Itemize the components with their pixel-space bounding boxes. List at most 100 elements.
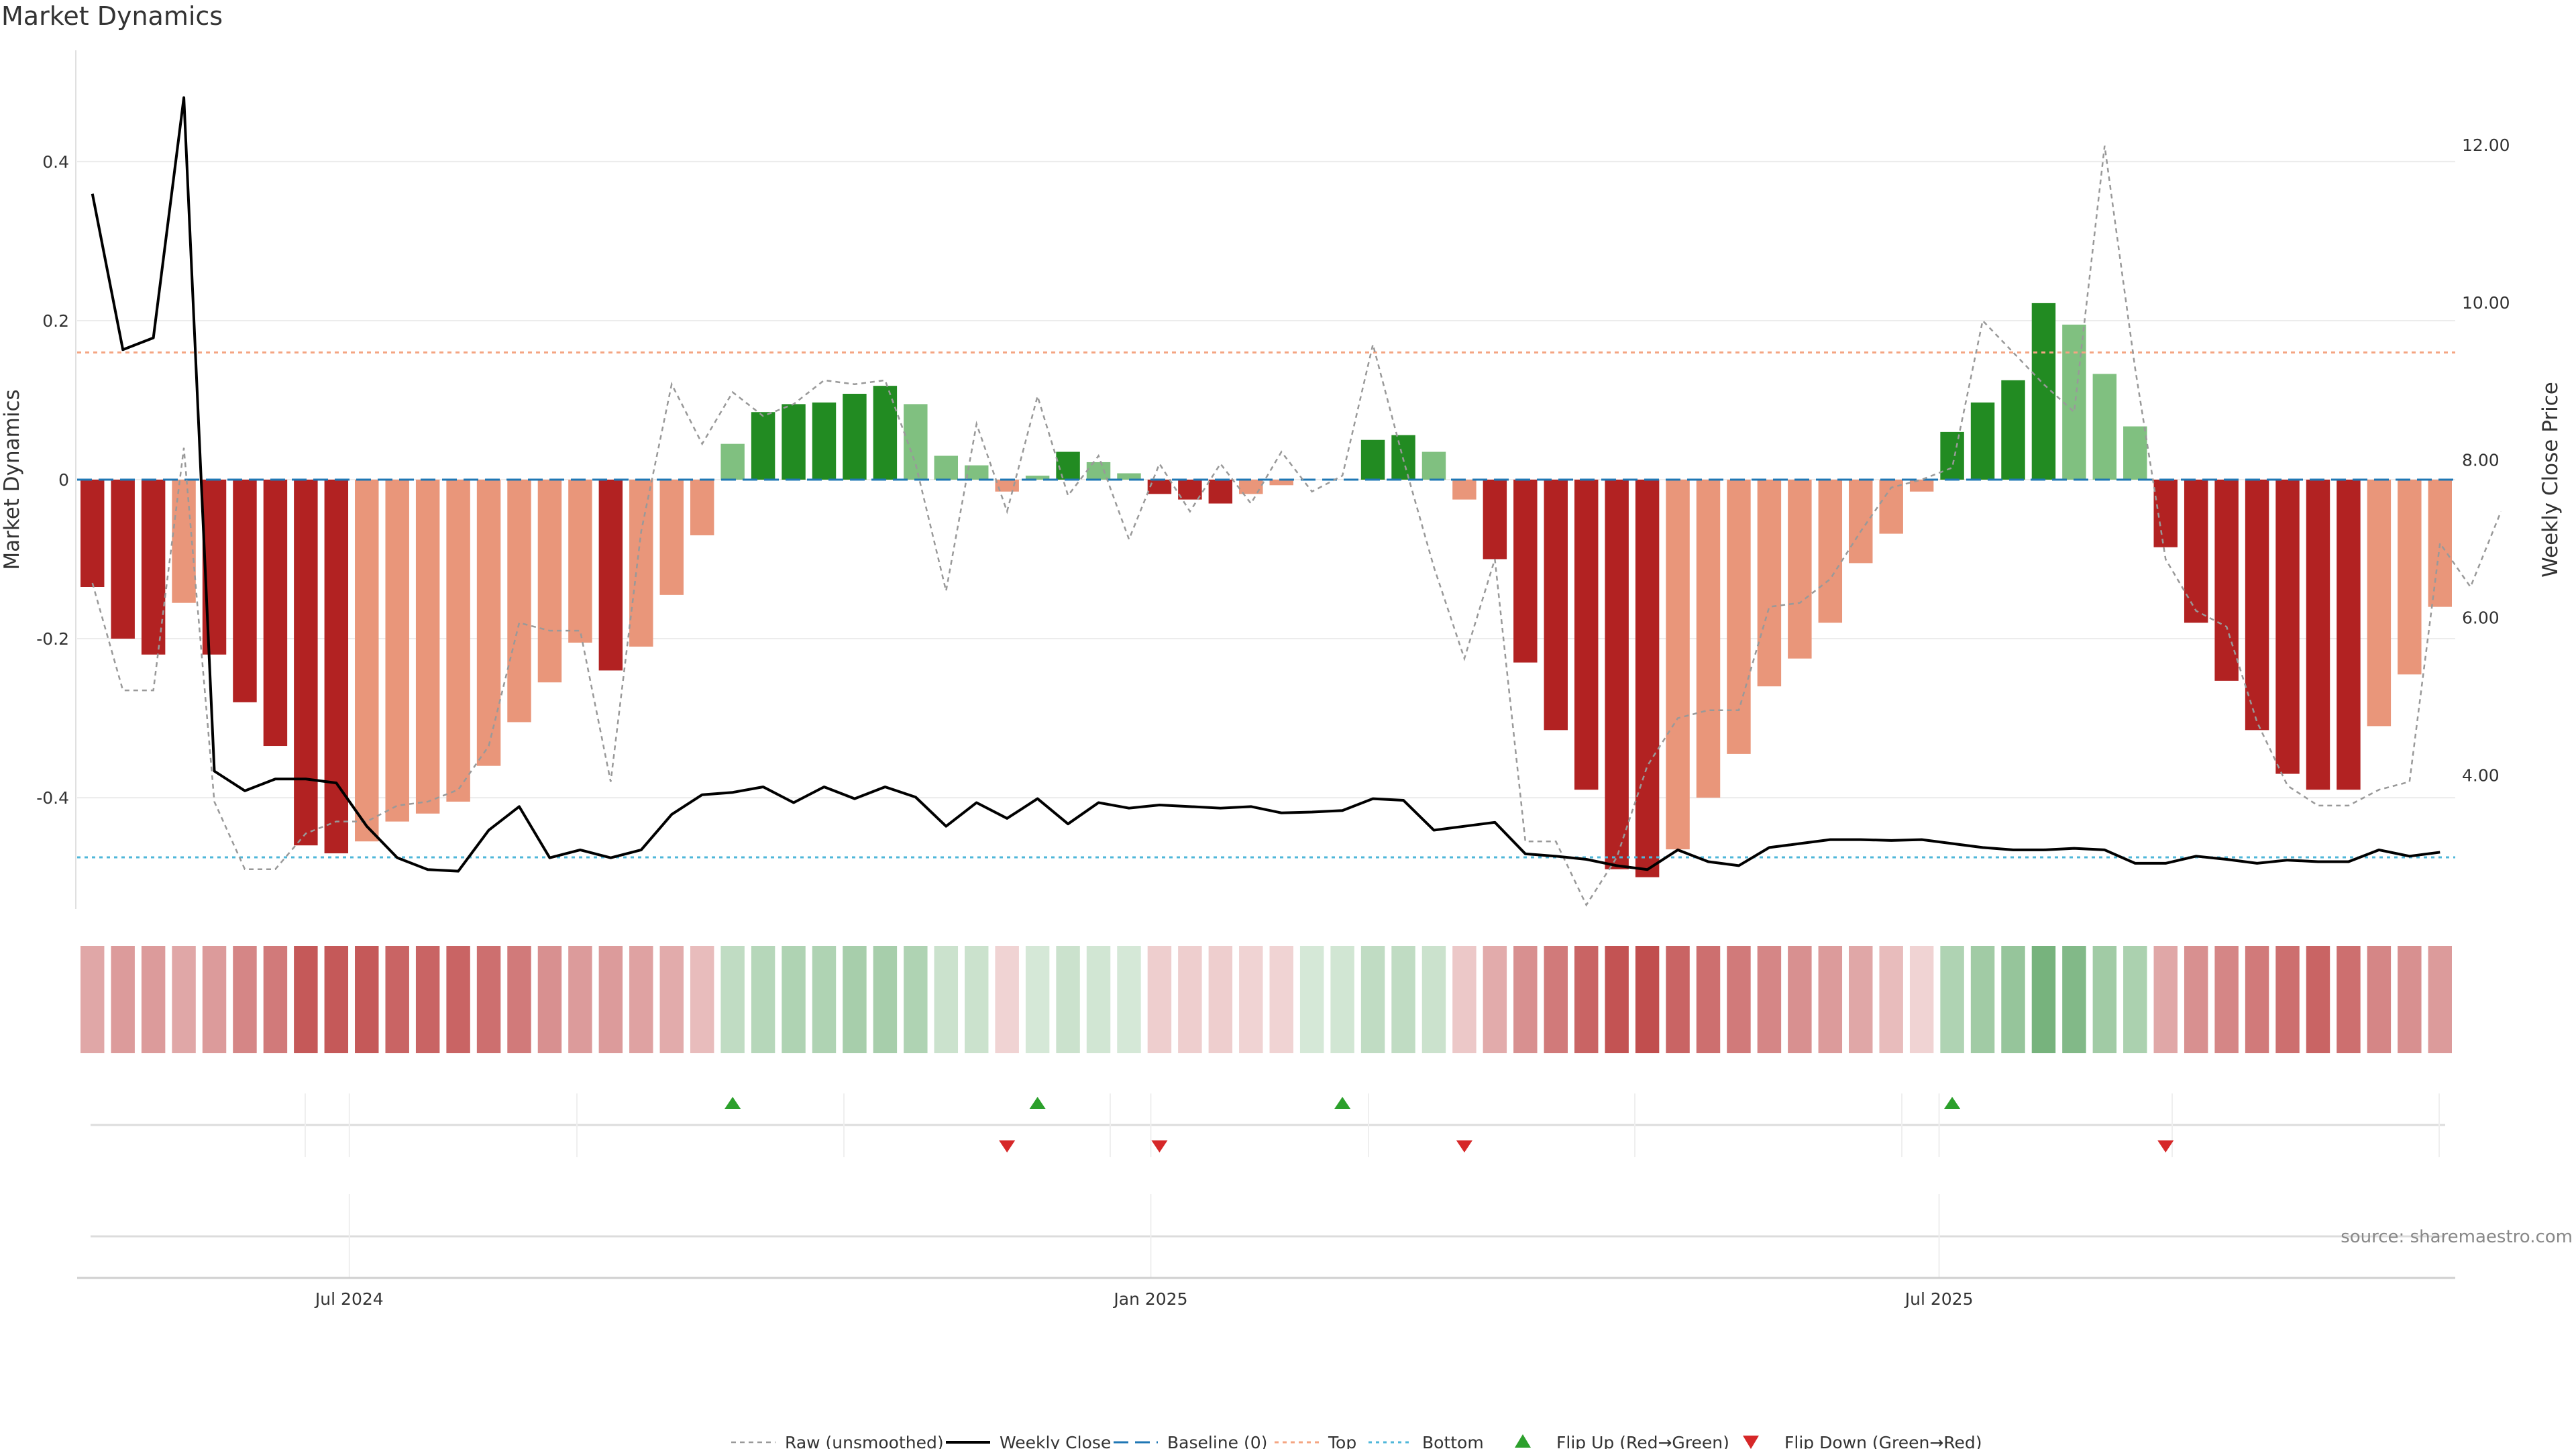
dynamics-bar: [1178, 480, 1202, 500]
dynamics-bar: [111, 480, 135, 639]
legend-label: Flip Up (Red→Green): [1556, 1433, 1729, 1449]
dynamics-bar: [1696, 480, 1721, 798]
dynamics-bar: [2153, 480, 2178, 547]
dynamics-bar: [324, 480, 349, 854]
dynamics-bar: [1635, 480, 1660, 877]
heat-strip-cell: [2245, 946, 2269, 1053]
dynamics-bar: [812, 402, 837, 480]
dynamics-bar: [1208, 480, 1233, 504]
dynamics-bar: [1574, 480, 1599, 790]
dynamics-bar: [263, 480, 288, 747]
dynamics-bar: [537, 480, 562, 683]
heat-strip-cell: [1513, 946, 1538, 1053]
dynamics-bar: [782, 404, 806, 480]
dynamics-bar: [629, 480, 653, 647]
flip-down-marker: [2157, 1140, 2174, 1152]
heat-strip-cell: [1483, 946, 1507, 1053]
dynamics-bar: [2062, 324, 2086, 480]
heat-strip-cell: [537, 946, 562, 1053]
dynamics-bar: [1849, 480, 1873, 564]
legend: Raw (unsmoothed) Weekly Close Baseline (0)…: [731, 1433, 1982, 1449]
legend-label: Flip Down (Green→Red): [1784, 1433, 1982, 1449]
heat-strip-cell: [2123, 946, 2147, 1053]
dynamics-bar: [659, 480, 684, 595]
dynamics-bar: [843, 394, 867, 480]
heat-strip-cell: [1970, 946, 1995, 1053]
heat-strip-cell: [80, 946, 105, 1053]
heat-strip-cell: [2092, 946, 2117, 1053]
dynamics-bar: [2428, 480, 2453, 607]
y-left-axis-title: Market Dynamics: [0, 389, 24, 570]
heat-strip-cell: [1940, 946, 1964, 1053]
dynamics-bar: [1666, 480, 1690, 850]
heat-strip-cell: [1727, 946, 1751, 1053]
legend-item: Bottom: [1368, 1433, 1484, 1449]
heat-strip-cell: [1666, 946, 1690, 1053]
heat-strip-cell: [2428, 946, 2453, 1053]
heat-strip-cell: [1788, 946, 1812, 1053]
legend-label: Top: [1328, 1433, 1356, 1449]
heat-strip-cell: [629, 946, 653, 1053]
heat-strip-cell: [690, 946, 714, 1053]
heat-strip-cell: [1086, 946, 1111, 1053]
y-right-tick-label: 10.00: [2462, 293, 2510, 313]
dynamics-bar: [873, 386, 898, 480]
heat-strip-cell: [1178, 946, 1202, 1053]
legend-item: Raw (unsmoothed): [731, 1433, 944, 1449]
legend-swatch-flip-up: [1515, 1434, 1531, 1448]
legend-swatch-flip-down: [1743, 1436, 1759, 1449]
heat-strip-cell: [385, 946, 409, 1053]
dynamics-bar: [1818, 480, 1843, 623]
dynamics-bar: [233, 480, 257, 702]
dynamics-bar: [2275, 480, 2300, 774]
dynamics-bar: [1421, 451, 1446, 480]
y-left-tick-label: 0: [58, 470, 69, 490]
dynamics-bar: [1513, 480, 1538, 663]
dynamics-bar: [294, 480, 318, 846]
dynamics-bar: [995, 480, 1019, 492]
heat-strip-cell: [141, 946, 166, 1053]
y-right-tick-label: 4.00: [2462, 765, 2500, 785]
heat-strip-cell: [751, 946, 775, 1053]
dynamics-bar: [2001, 380, 2025, 480]
dynamics-bar: [2214, 480, 2239, 681]
heat-strip-cell: [659, 946, 684, 1053]
heat-strip-cell: [1879, 946, 1903, 1053]
heat-strip-cell: [873, 946, 898, 1053]
dynamics-bar: [1940, 431, 1964, 480]
flip-up-marker: [1029, 1097, 1046, 1109]
dynamics-bar: [1117, 473, 1141, 480]
dynamics-bar: [507, 480, 531, 722]
y-right-axis-title: Weekly Close Price: [2538, 382, 2563, 578]
heat-strip-cell: [1147, 946, 1172, 1053]
dynamics-bar: [598, 480, 623, 671]
y-left-tick-label: 0.4: [42, 152, 69, 172]
legend-label: Weekly Close: [1000, 1433, 1111, 1449]
heat-strip-cell: [202, 946, 227, 1053]
heat-strip-cell: [1117, 946, 1141, 1053]
y-right-tick-label: 6.00: [2462, 608, 2500, 628]
heat-strip-cell: [1818, 946, 1843, 1053]
dynamics-bar: [1605, 480, 1629, 869]
heat-strip-cell: [1574, 946, 1599, 1053]
dynamics-bar: [2337, 480, 2361, 790]
dynamics-bar: [385, 480, 409, 822]
heat-strip-cell: [1909, 946, 1934, 1053]
flip-up-marker: [1944, 1097, 1961, 1109]
dynamics-bar: [965, 465, 989, 480]
heat-strip-cell: [172, 946, 196, 1053]
dynamics-bar: [446, 480, 470, 802]
heat-strip-cell: [476, 946, 501, 1053]
heat-strip-cell: [324, 946, 349, 1053]
heat-strip-cell: [2337, 946, 2361, 1053]
heat-strip-cell: [2153, 946, 2178, 1053]
heat-strip-cell: [1421, 946, 1446, 1053]
raw-unsmoothed-line: [91, 146, 2502, 907]
y-right-tick-label: 8.00: [2462, 451, 2500, 470]
dynamics-bar: [1056, 451, 1080, 480]
heat-strip-cell: [2214, 946, 2239, 1053]
heat-strip-cell: [1605, 946, 1629, 1053]
flip-up-marker: [1334, 1097, 1351, 1109]
heat-strip-cell: [2031, 946, 2056, 1053]
heat-strip-cell: [446, 946, 470, 1053]
